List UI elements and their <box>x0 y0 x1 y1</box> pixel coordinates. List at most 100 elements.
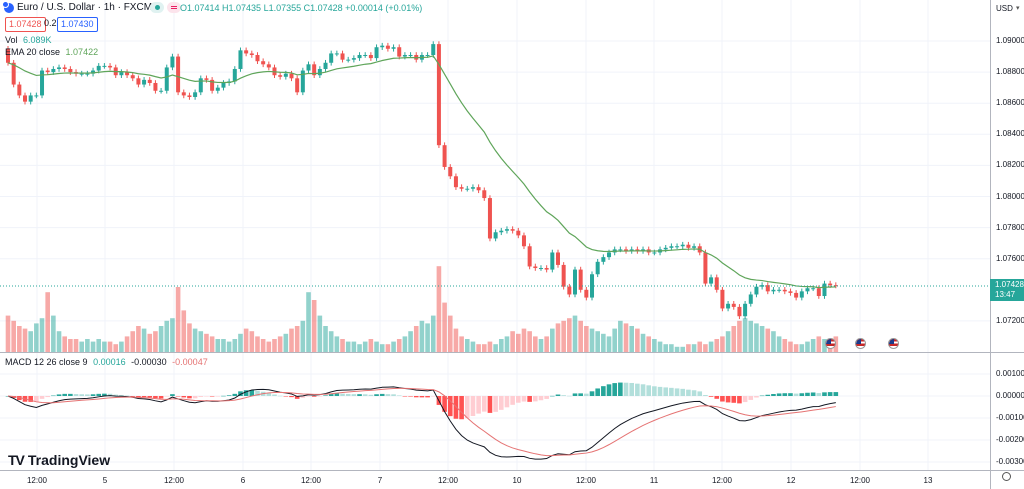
volume-bar <box>323 326 328 352</box>
volume-legend[interactable]: Vol 6.089K <box>5 35 52 45</box>
macd-hist-bar <box>646 385 652 396</box>
market-status-icon[interactable] <box>150 2 164 13</box>
candle-body <box>584 289 589 298</box>
volume-bar <box>28 331 33 352</box>
us-flag-event-icon[interactable] <box>855 338 866 349</box>
macd-hist-bar <box>158 396 164 399</box>
macd-hist-bar <box>136 396 141 398</box>
volume-bar <box>85 339 90 352</box>
volume-bar <box>266 341 272 352</box>
volume-bar <box>430 315 436 352</box>
macd-tick-label: -0.00200 <box>996 435 1024 444</box>
macd-hist-bar <box>561 395 566 396</box>
volume-bar <box>5 315 11 352</box>
sell-price-button[interactable]: 1.07428 <box>5 17 46 32</box>
volume-bar <box>623 323 629 352</box>
candle <box>45 67 50 75</box>
price-tick-label: 1.09000 <box>996 36 1024 45</box>
candle-body <box>238 50 243 69</box>
candle <box>238 47 243 72</box>
settings-gear-icon[interactable] <box>1002 472 1011 481</box>
volume-bar <box>249 331 255 352</box>
symbol-title[interactable]: Euro / U.S. Dollar · 1h · FXCM <box>17 2 153 13</box>
candle <box>476 184 481 194</box>
candle-body <box>385 45 390 49</box>
candle-body <box>357 54 362 59</box>
price-tick-label: 1.07800 <box>996 222 1024 232</box>
us-flag-event-icon[interactable] <box>888 338 899 349</box>
volume-bar <box>725 331 731 352</box>
volume-bar <box>629 326 634 352</box>
us-flag-event-icon[interactable] <box>825 338 836 349</box>
candle <box>159 87 164 94</box>
candle-body <box>811 288 816 290</box>
macd-hist-bar <box>765 394 771 396</box>
volume-bar <box>306 292 311 352</box>
macd-hist-bar <box>362 394 368 396</box>
macd-hist-bar <box>328 394 334 396</box>
candle-body <box>198 78 203 93</box>
ema-legend[interactable]: EMA 20 close 1.07422 <box>5 47 98 57</box>
candle-body <box>62 67 67 69</box>
candle-body <box>805 288 810 292</box>
candle-body <box>794 292 799 298</box>
macd-hist-bar <box>584 393 589 396</box>
volume-bar <box>413 326 419 352</box>
volume-bar <box>776 336 782 352</box>
macd-hist-bar <box>629 382 634 396</box>
candle-body <box>504 229 509 231</box>
volume-bar <box>504 336 510 352</box>
candle-body <box>45 70 50 73</box>
tradingview-logo[interactable]: TV TradingView <box>8 452 110 468</box>
candle <box>624 246 629 254</box>
volume-bar <box>538 339 544 352</box>
candle <box>527 243 532 270</box>
candle-body <box>527 246 532 267</box>
candle <box>28 92 33 105</box>
volume-bar <box>238 333 243 352</box>
time-tick-label: 10 <box>512 476 522 485</box>
time-tick-label: 6 <box>240 476 246 485</box>
macd-hist-bar <box>544 396 549 399</box>
volume-bar <box>107 341 113 352</box>
candle-body <box>130 75 135 79</box>
macd-hist-bar <box>697 391 703 396</box>
macd-hist-bar <box>538 396 544 401</box>
macd-legend[interactable]: MACD 12 26 close 9 0.00016 -0.00030 -0.0… <box>5 357 208 367</box>
currency-selector[interactable]: USD <box>996 4 1013 13</box>
volume-bar <box>334 336 340 352</box>
candle <box>584 287 589 301</box>
candle <box>799 288 804 301</box>
macd-hist-bar <box>742 396 748 403</box>
chevron-down-icon[interactable]: ▾ <box>1016 5 1020 12</box>
volume-bar <box>402 336 408 352</box>
volume-bar <box>215 339 221 352</box>
volume-bar <box>572 315 578 352</box>
candle-body <box>283 73 288 77</box>
macd-hist-bar <box>833 392 839 396</box>
ema-label: EMA 20 close <box>5 47 61 57</box>
candle-body <box>125 72 130 76</box>
macd-hist-bar <box>589 391 595 396</box>
candle <box>516 227 521 239</box>
candle-body <box>164 67 169 91</box>
candle <box>351 55 356 63</box>
volume-bar <box>79 341 85 352</box>
macd-hist-bar <box>805 392 810 396</box>
candle <box>57 64 62 72</box>
macd-hist-bar <box>827 392 833 396</box>
candle <box>465 185 470 192</box>
volume-bar <box>56 331 62 352</box>
macd-hist-bar <box>317 396 323 397</box>
candle <box>470 184 475 192</box>
ema-20-line <box>7 55 836 289</box>
candle-body <box>799 291 804 298</box>
candle-body <box>204 78 209 80</box>
candle <box>193 89 198 100</box>
candle <box>703 249 708 287</box>
buy-price-button[interactable]: 1.07430 <box>57 17 98 32</box>
candle-body <box>782 289 787 292</box>
data-status-icon[interactable] <box>167 2 181 13</box>
candle <box>448 164 453 180</box>
